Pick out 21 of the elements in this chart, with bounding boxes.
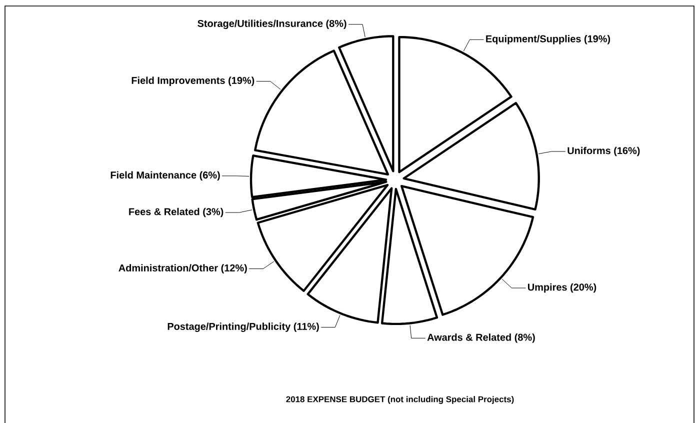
data-label: (8%) bbox=[326, 20, 346, 29]
slice-label: Awards & Related bbox=[427, 334, 511, 341]
slice-label: Storage/Utilities/Insurance bbox=[198, 20, 323, 30]
slice-label: Field Improvements bbox=[132, 76, 225, 86]
data-label: (19%) bbox=[228, 76, 254, 86]
text: 2018 EXPENSE BUDGET (not including Special Projects) bbox=[286, 396, 514, 404]
slice-label: Postage/Printing/Publicity bbox=[168, 322, 291, 332]
data-label: (16%) bbox=[614, 146, 640, 156]
data-label: (8%) bbox=[514, 334, 535, 343]
data-label: (12%) bbox=[221, 264, 247, 274]
data-label: (6%) bbox=[200, 171, 220, 181]
slice-label: Equipment/Supplies bbox=[486, 35, 581, 44]
slice-label: Field Maintenance bbox=[110, 171, 196, 179]
data-label: (11%) bbox=[294, 322, 319, 332]
data-label: (19%) bbox=[584, 35, 610, 44]
slice-label: Umpires bbox=[528, 283, 567, 293]
data-label: (3%) bbox=[203, 208, 224, 218]
slice-label: Administration/Other bbox=[118, 264, 218, 272]
slice-label: Fees & Related bbox=[129, 208, 200, 216]
slice-label: Uniforms bbox=[568, 146, 610, 154]
data-label: (20%) bbox=[570, 283, 596, 293]
